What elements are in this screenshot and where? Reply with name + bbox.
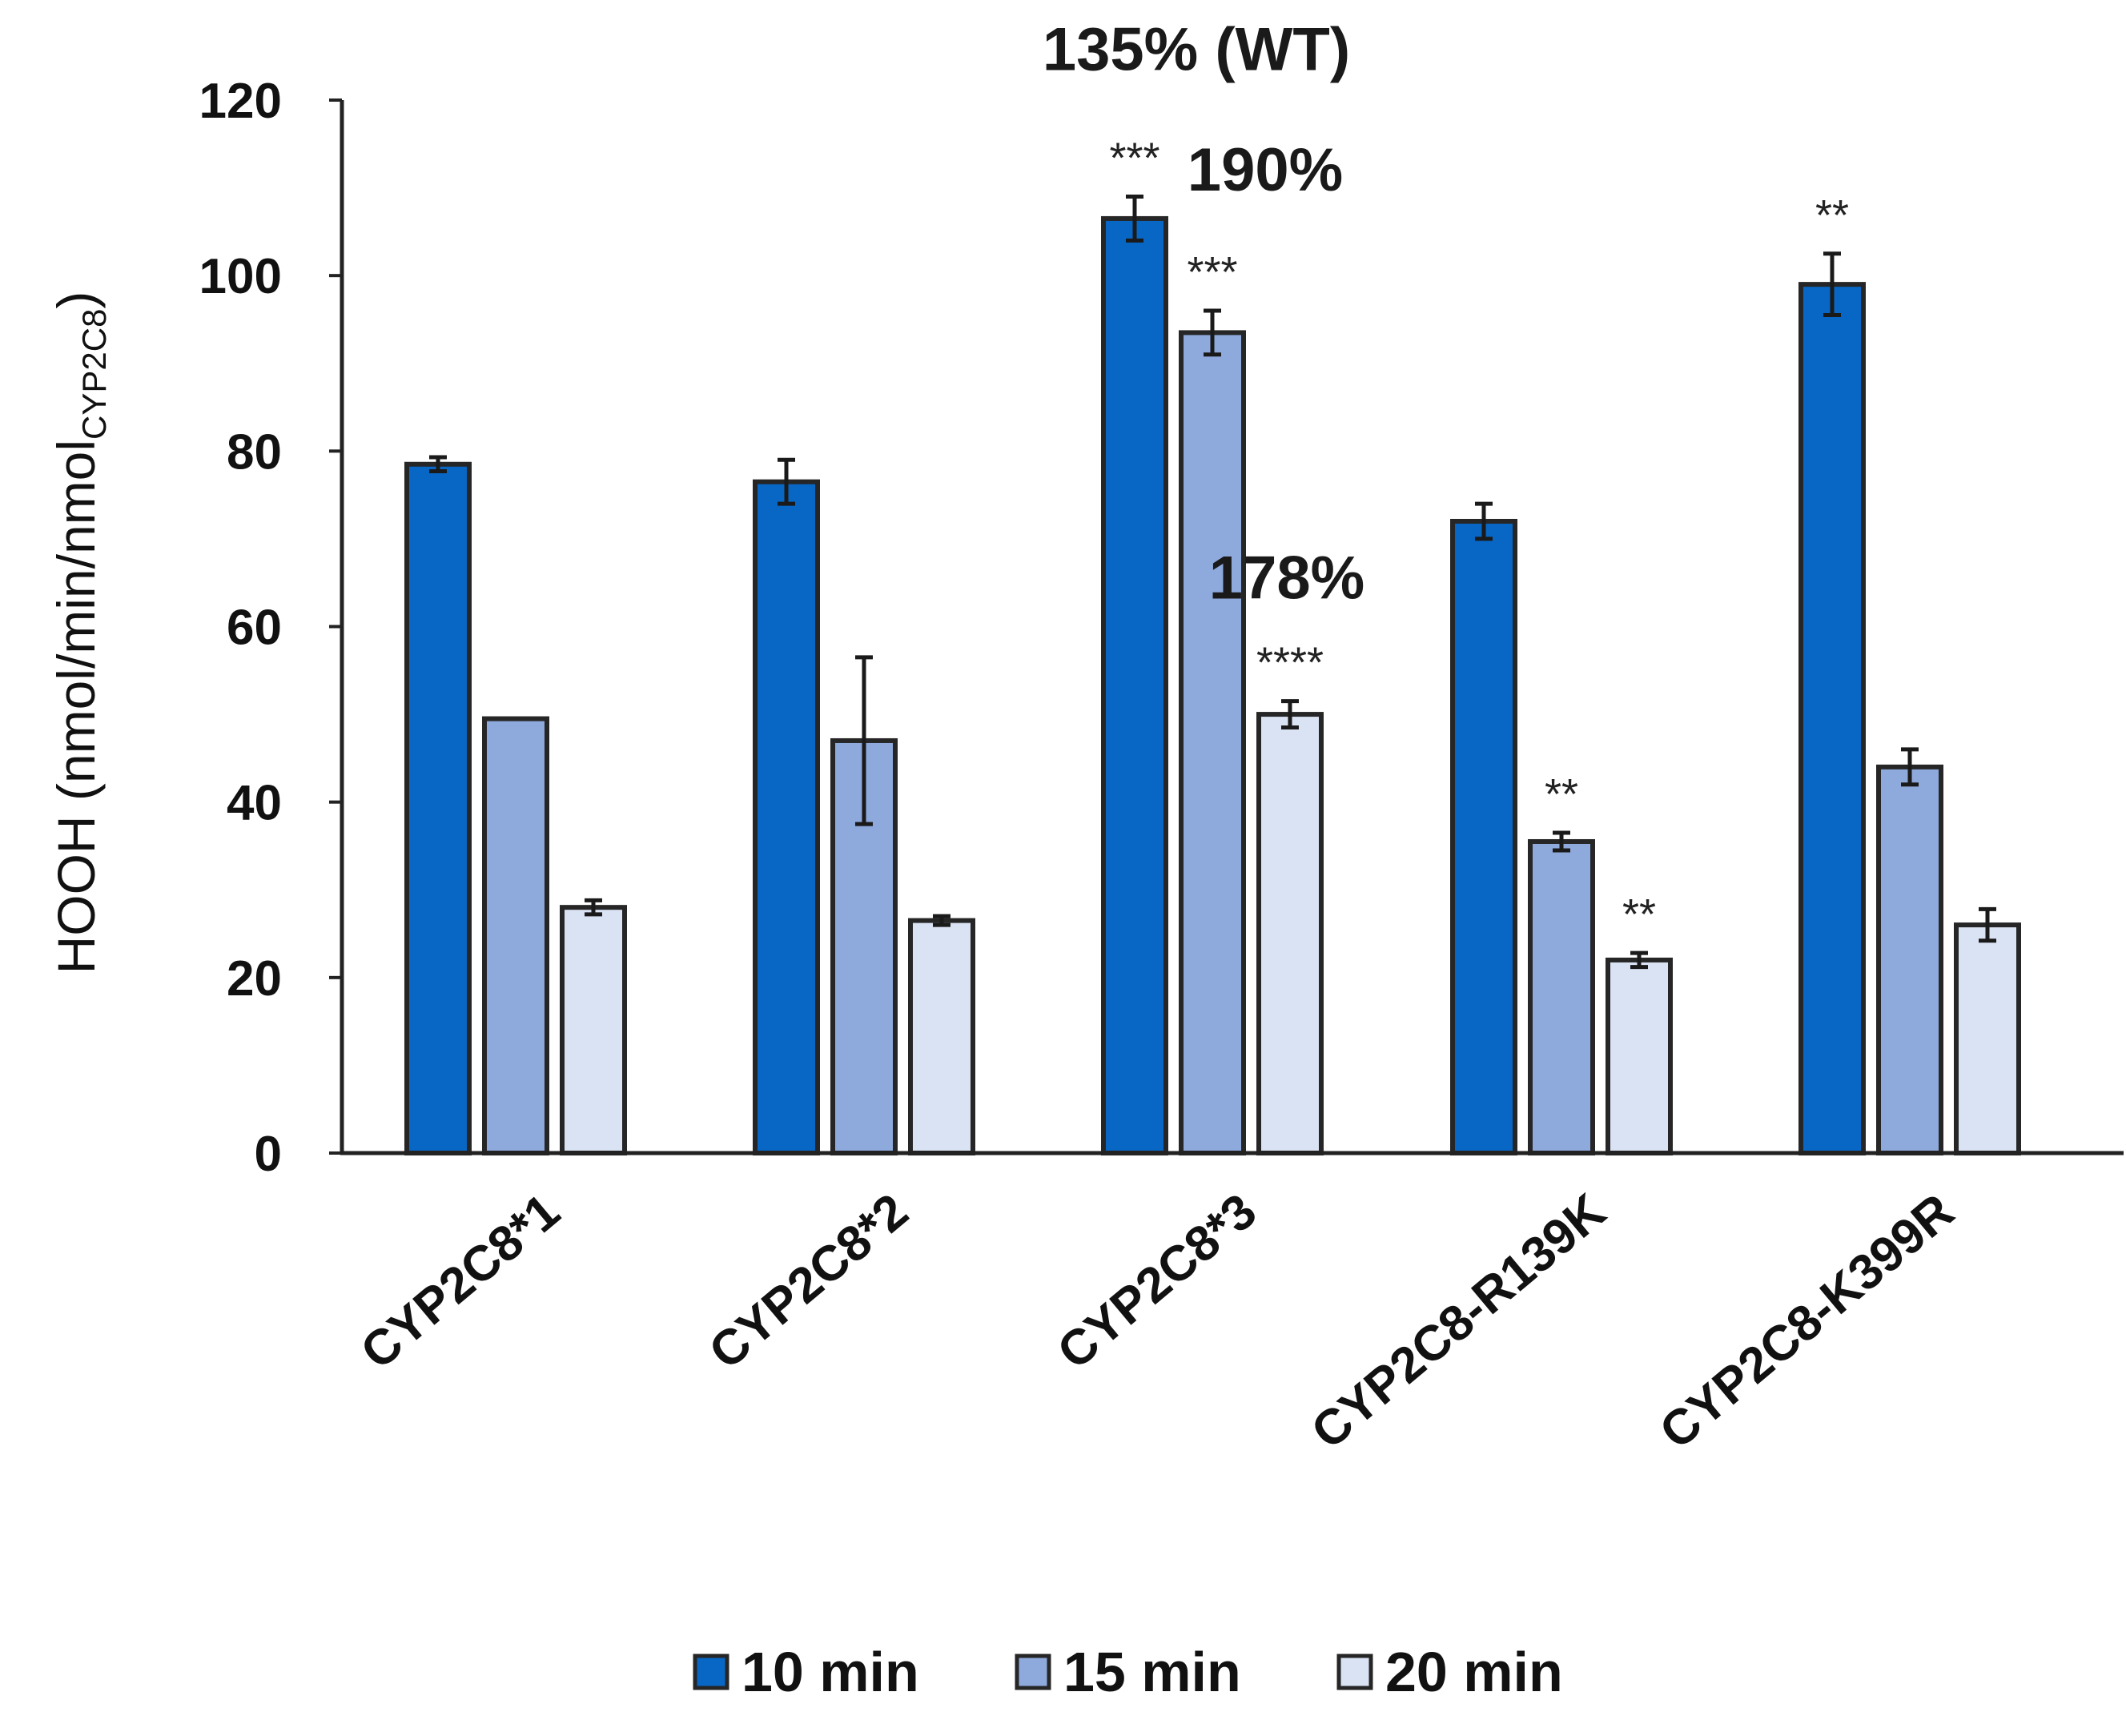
legend-swatch — [1015, 1654, 1051, 1690]
bar-10-min-CYP2C8-K399R — [1798, 282, 1866, 1155]
bar-20-min-CYP2C8-R139K — [1606, 957, 1673, 1155]
y-tick-label: 80 — [227, 424, 282, 480]
bar-15-min-CYP2C8*1 — [482, 716, 549, 1155]
percent-annotation: 190% — [1188, 136, 1343, 204]
percent-annotation: 135% (WT) — [1043, 16, 1350, 84]
bar-15-min-CYP2C8-K399R — [1876, 764, 1943, 1155]
category-label: CYP2C8*3 — [1047, 1183, 1267, 1380]
legend-label: 15 min — [1063, 1641, 1241, 1703]
y-tick-label: 20 — [227, 951, 282, 1007]
significance-markers: **************** — [1109, 135, 1849, 939]
percent-annotations: 135% (WT) 190% 178% — [1043, 16, 1364, 613]
y-tick-label: 100 — [199, 249, 282, 304]
significance-marker: ** — [1622, 890, 1656, 938]
y-axis-ticks: 0 20 40 60 80 100 120 — [199, 74, 342, 1182]
significance-marker: *** — [1109, 135, 1159, 183]
legend-label: 20 min — [1385, 1641, 1563, 1703]
bar-20-min-CYP2C8*1 — [560, 905, 627, 1155]
bar-15-min-CYP2C8*3 — [1179, 330, 1246, 1155]
bar-10-min-CYP2C8*3 — [1101, 215, 1168, 1155]
y-tick-label: 0 — [255, 1127, 282, 1182]
legend-label: 10 min — [741, 1641, 919, 1703]
percent-annotation: 178% — [1209, 545, 1364, 613]
y-tick-label: 40 — [227, 776, 282, 831]
category-label: CYP2C8*2 — [699, 1183, 918, 1380]
legend: 10 min 15 min 20 min — [693, 1641, 1563, 1703]
significance-marker: **** — [1256, 639, 1324, 687]
bar-10-min-CYP2C8*2 — [753, 479, 820, 1155]
bar-20-min-CYP2C8*2 — [908, 918, 975, 1155]
bar-10-min-CYP2C8-R139K — [1450, 519, 1517, 1155]
y-tick-label: 120 — [199, 74, 282, 129]
bar-10-min-CYP2C8*1 — [404, 461, 472, 1155]
bar-20-min-CYP2C8*3 — [1256, 712, 1324, 1155]
error-bars — [429, 195, 1996, 970]
y-tick-label: 60 — [227, 601, 282, 656]
category-label: CYP2C8-K399R — [1650, 1183, 1964, 1460]
significance-marker: *** — [1187, 248, 1237, 296]
y-axis-label: HOOH (nmol/min/nmolCYP2C8) — [46, 291, 113, 974]
legend-swatch — [1336, 1654, 1373, 1690]
significance-marker: ** — [1545, 770, 1578, 818]
category-label: CYP2C8*1 — [351, 1183, 570, 1380]
bar-marks — [404, 215, 2021, 1156]
bar-15-min-CYP2C8-R139K — [1528, 838, 1595, 1155]
legend-swatch — [693, 1654, 729, 1690]
category-labels: CYP2C8*1 CYP2C8*2 CYP2C8*3 CYP2C8-R139K CYP2… — [351, 1183, 1964, 1460]
bar-20-min-CYP2C8-K399R — [1954, 922, 2021, 1156]
significance-marker: ** — [1815, 191, 1849, 239]
category-label: CYP2C8-R139K — [1301, 1183, 1616, 1460]
